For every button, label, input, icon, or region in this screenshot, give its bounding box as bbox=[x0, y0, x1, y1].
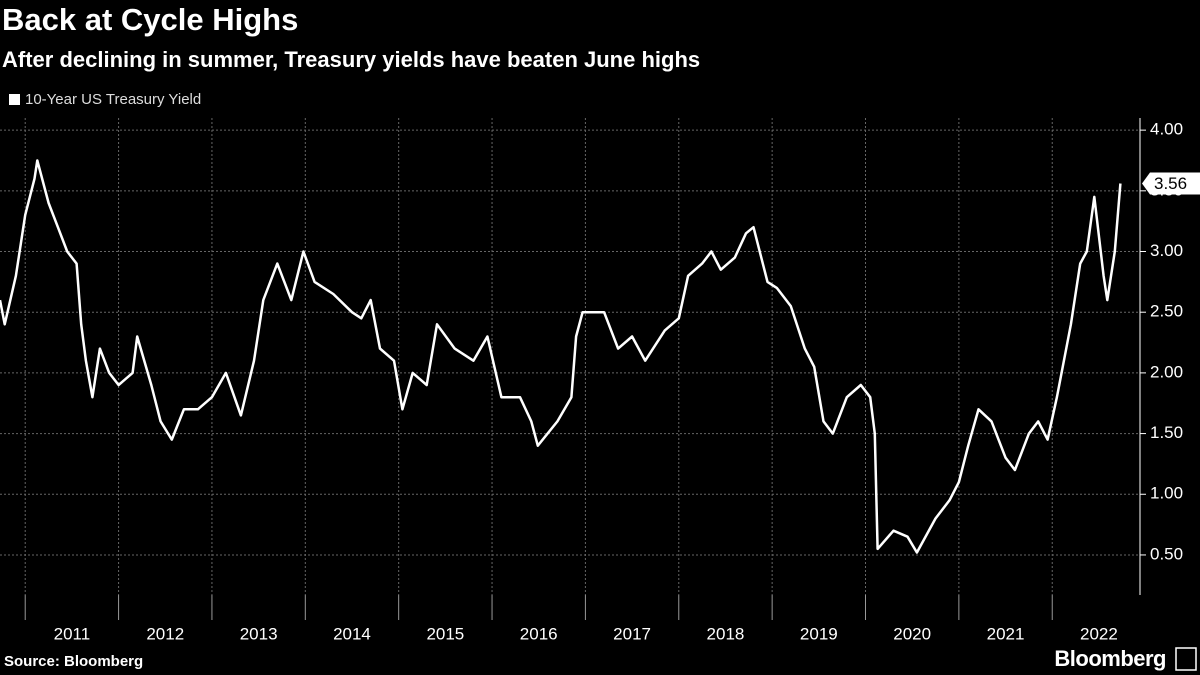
chart-title: Back at Cycle Highs bbox=[2, 2, 298, 37]
brand-icon bbox=[1175, 647, 1197, 671]
legend-label: 10-Year US Treasury Yield bbox=[25, 91, 201, 108]
x-tick-label: 2013 bbox=[240, 624, 278, 643]
line-series bbox=[0, 159, 1122, 554]
x-tick-label: 2012 bbox=[146, 624, 184, 643]
y-tick-label: 1.00 bbox=[1150, 484, 1183, 503]
y-tick-label: 2.50 bbox=[1150, 302, 1183, 321]
x-tick-label: 2022 bbox=[1080, 624, 1118, 643]
y-tick-label: 2.00 bbox=[1150, 362, 1183, 381]
x-tick-label: 2014 bbox=[333, 624, 371, 643]
value-callout bbox=[1142, 172, 1200, 195]
x-tick-label: 2015 bbox=[426, 624, 464, 643]
y-tick-label: 4.00 bbox=[1150, 120, 1183, 139]
y-tick-label: 1.50 bbox=[1150, 423, 1183, 442]
value-label: 3.56 bbox=[1154, 174, 1187, 193]
brand: Bloomberg bbox=[1054, 646, 1166, 671]
x-tick-label: 2016 bbox=[520, 624, 558, 643]
source: Source: Bloomberg bbox=[4, 653, 143, 670]
x-tick-label: 2021 bbox=[987, 624, 1025, 643]
x-tick-label: 2011 bbox=[54, 624, 91, 643]
y-tick-label: 3.00 bbox=[1150, 241, 1183, 260]
legend-swatch bbox=[9, 94, 20, 105]
x-tick-label: 2017 bbox=[613, 624, 651, 643]
x-tick-label: 2018 bbox=[707, 624, 745, 643]
chart-subtitle: After declining in summer, Treasury yiel… bbox=[2, 47, 700, 72]
x-tick-label: 2019 bbox=[800, 624, 838, 643]
y-tick-label: 0.50 bbox=[1150, 544, 1183, 563]
x-tick-label: 2020 bbox=[893, 624, 931, 643]
